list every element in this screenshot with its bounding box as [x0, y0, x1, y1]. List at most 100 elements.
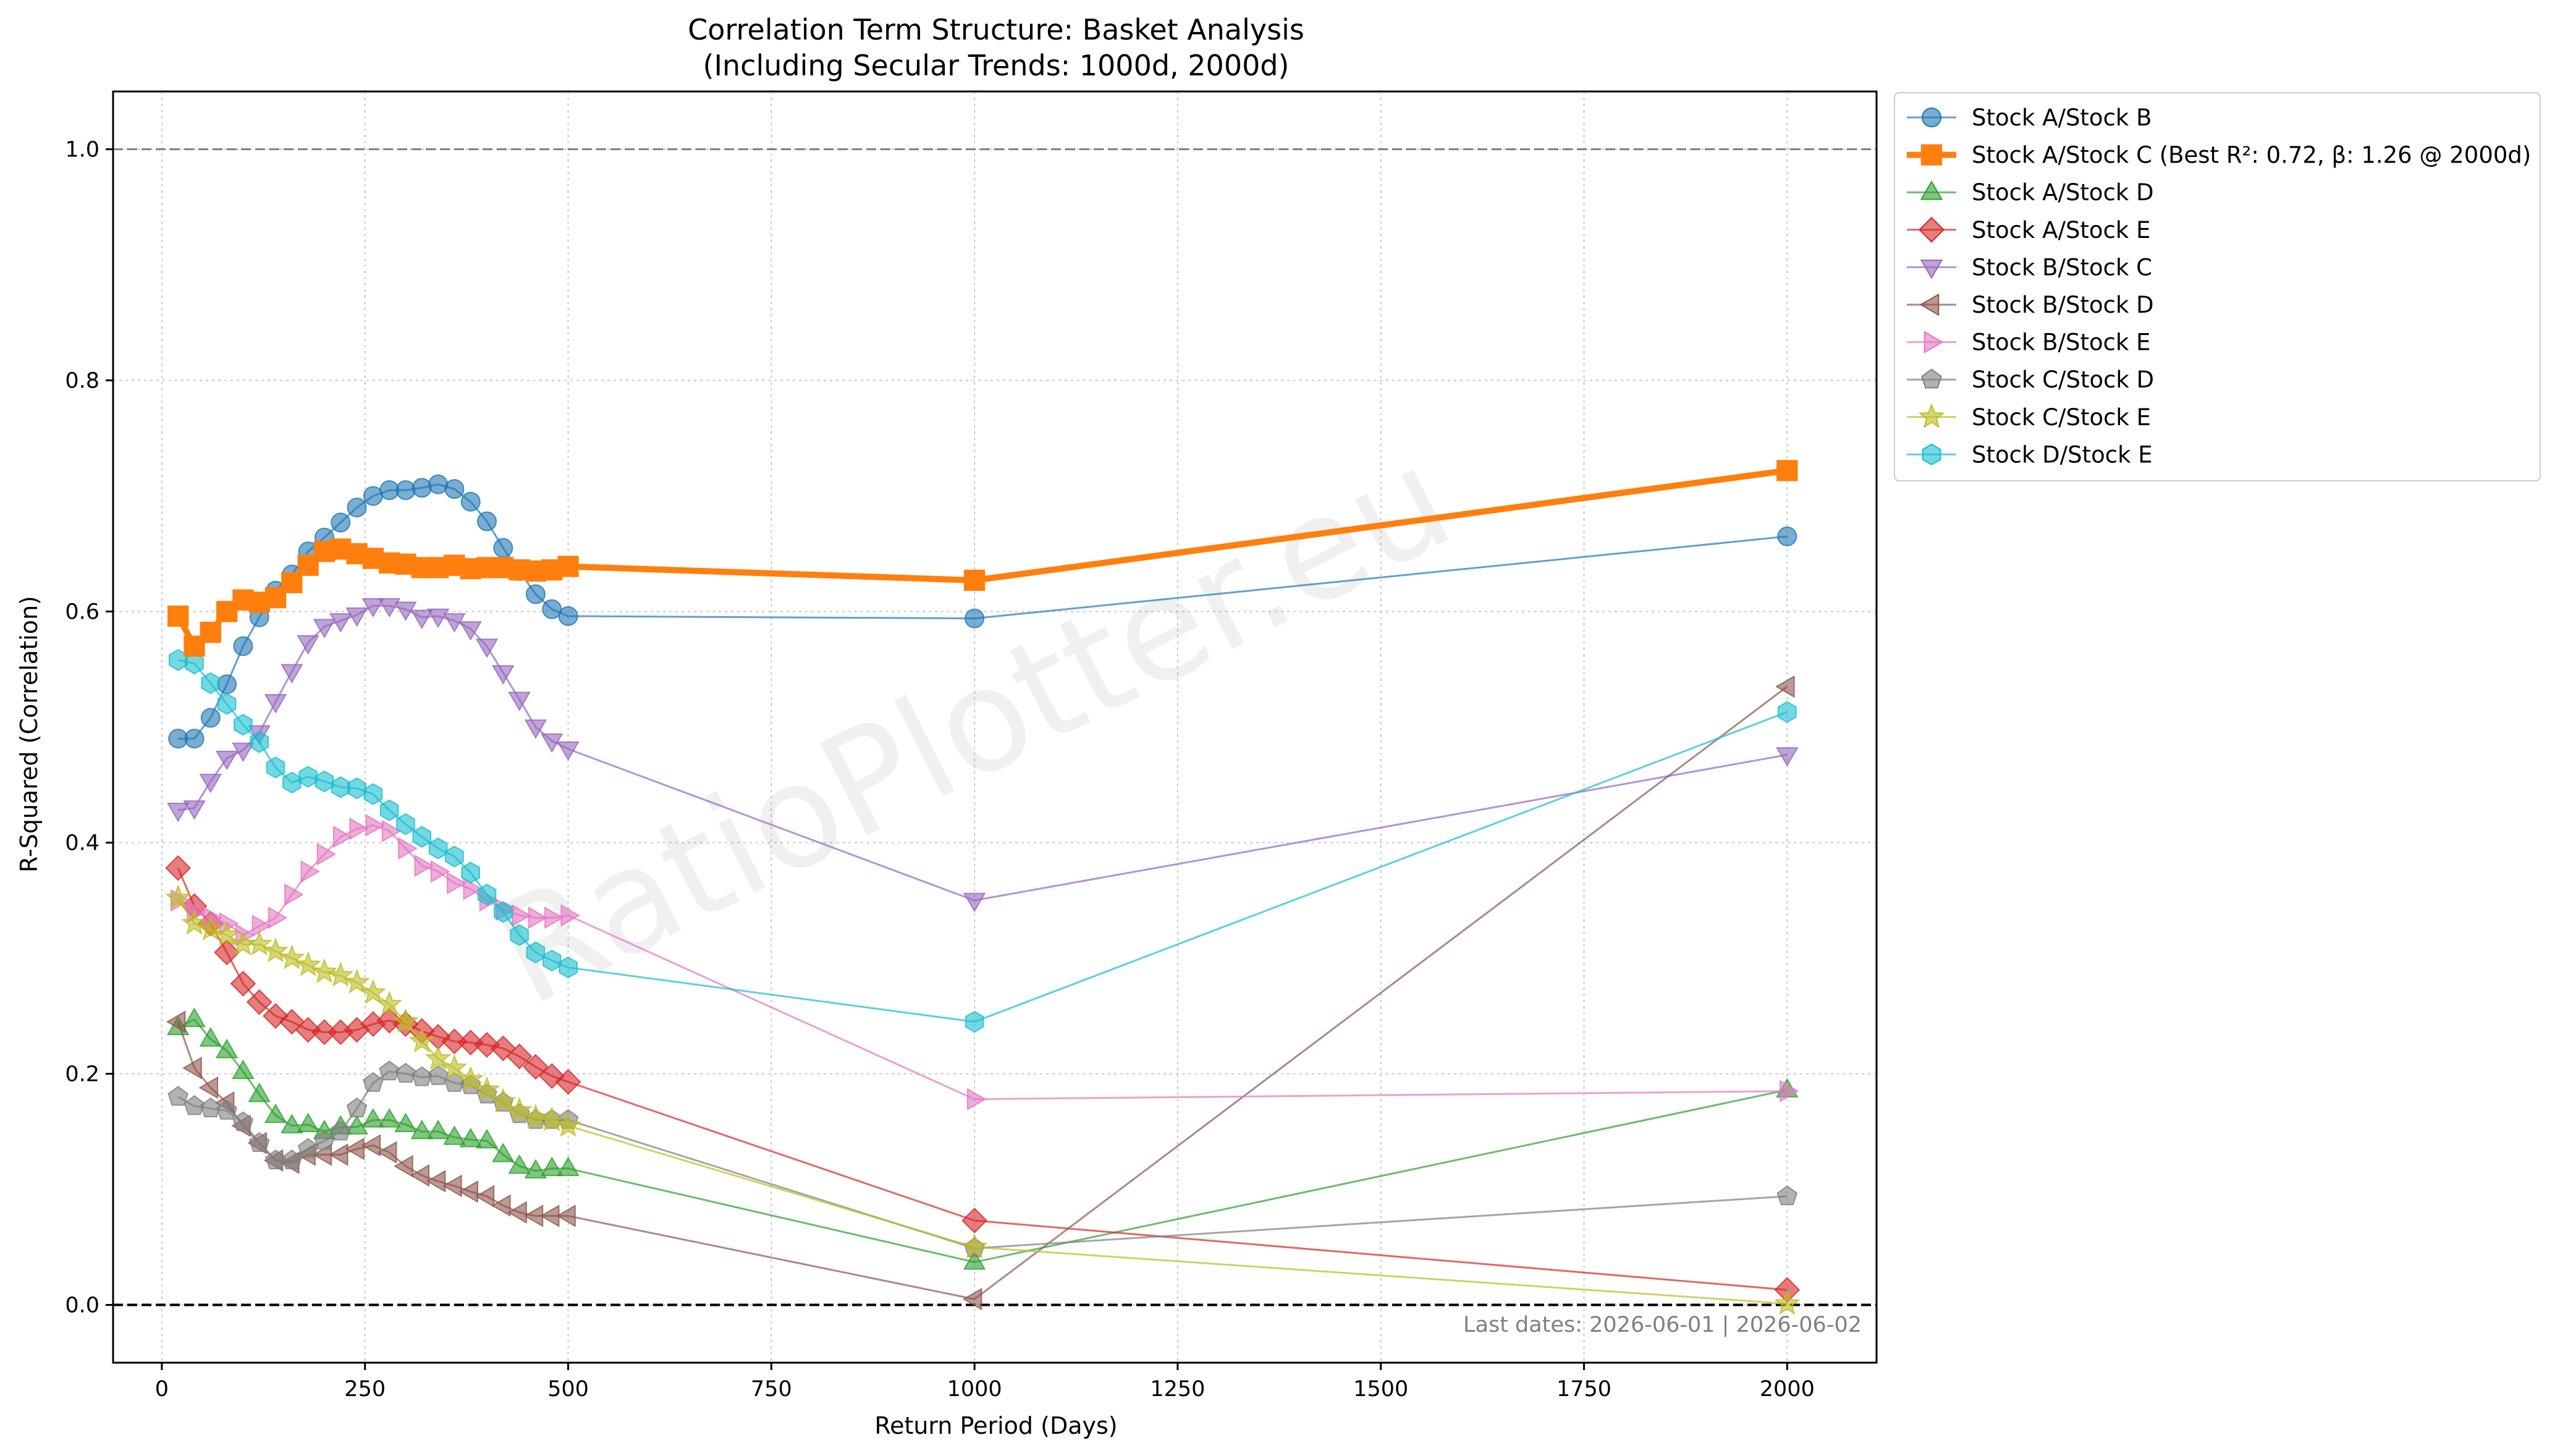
data-point — [963, 1250, 986, 1270]
data-point — [443, 613, 466, 633]
legend-marker — [1922, 443, 1941, 466]
data-point — [492, 1143, 515, 1162]
data-point — [167, 605, 189, 627]
data-point — [281, 1149, 303, 1170]
data-point — [459, 621, 482, 641]
data-point — [266, 756, 285, 779]
data-point — [560, 904, 580, 927]
y-tick-label: 0.4 — [65, 831, 99, 856]
legend-marker — [1921, 368, 1942, 389]
data-point — [315, 770, 334, 793]
data-point — [963, 569, 986, 591]
data-point — [457, 1030, 484, 1056]
data-point — [298, 766, 318, 788]
data-point — [246, 930, 272, 956]
legend: Stock A/Stock B Stock A/Stock C (Best R²:… — [1894, 92, 2541, 481]
data-point — [279, 944, 305, 970]
data-point — [282, 771, 302, 794]
series-7 — [170, 814, 1799, 1111]
data-point — [441, 1028, 468, 1055]
data-point — [185, 652, 204, 675]
data-point — [966, 1088, 987, 1111]
data-point — [555, 1112, 581, 1137]
data-point — [214, 939, 240, 966]
data-point — [428, 837, 448, 860]
legend-label: Stock B/Stock D — [1972, 292, 2154, 318]
x-tick-label: 1750 — [1556, 1377, 1611, 1402]
data-point — [297, 1112, 319, 1133]
legend-label: Stock A/Stock B — [1972, 104, 2152, 131]
data-point — [363, 783, 383, 805]
data-point — [522, 1104, 549, 1129]
data-point — [329, 613, 352, 633]
legend-label: Stock C/Stock D — [1972, 366, 2154, 393]
data-point — [331, 512, 351, 533]
data-point — [361, 598, 385, 618]
data-point — [475, 638, 499, 658]
data-point — [961, 1208, 988, 1234]
legend-marker — [1919, 216, 1945, 243]
data-point — [1778, 701, 1797, 723]
legend-marker — [1920, 144, 1943, 166]
data-point — [166, 802, 190, 823]
data-point — [232, 742, 255, 763]
data-point — [248, 1082, 271, 1103]
data-point — [394, 1154, 413, 1178]
data-point — [376, 990, 403, 1016]
data-point — [428, 1065, 449, 1085]
grid — [113, 91, 1877, 1363]
data-point — [381, 819, 402, 843]
legend-item: Stock D/Stock E — [1907, 441, 2153, 468]
data-point — [428, 474, 449, 494]
data-point — [398, 837, 418, 860]
data-point — [522, 1054, 549, 1080]
data-point — [331, 776, 350, 798]
data-point — [216, 1099, 237, 1120]
data-point — [1774, 1290, 1801, 1315]
legend-label: Stock B/Stock C — [1972, 254, 2152, 281]
data-point — [251, 914, 271, 938]
data-point — [961, 1233, 988, 1259]
data-point — [460, 491, 481, 512]
data-point — [248, 1132, 270, 1153]
data-point — [445, 845, 464, 868]
data-point — [506, 1043, 533, 1070]
data-point — [963, 892, 986, 913]
legend-marker — [1919, 293, 1940, 316]
data-point — [346, 1097, 368, 1117]
data-point — [414, 854, 434, 878]
data-point — [181, 910, 208, 935]
data-point — [426, 1119, 450, 1140]
data-point — [378, 1108, 401, 1128]
legend-box — [1894, 92, 2541, 481]
data-point — [215, 1038, 239, 1059]
data-point — [197, 915, 224, 941]
x-tick-label: 1500 — [1353, 1377, 1408, 1402]
data-point — [234, 714, 253, 736]
data-point — [424, 1044, 452, 1070]
legend-label: Stock C/Stock E — [1972, 404, 2151, 431]
data-point — [361, 1134, 381, 1157]
data-point — [528, 906, 548, 929]
data-point — [183, 800, 206, 820]
data-point — [264, 694, 287, 714]
data-point — [395, 1062, 416, 1083]
series-9 — [164, 884, 1801, 1315]
data-point — [426, 608, 450, 629]
series-10 — [168, 649, 1797, 1033]
data-point — [477, 883, 497, 906]
x-tick-label: 2000 — [1760, 1377, 1815, 1402]
data-point — [396, 813, 415, 836]
data-point — [330, 1120, 352, 1141]
data-point — [394, 601, 417, 622]
data-point — [557, 556, 579, 577]
y-tick-label: 0.0 — [65, 1293, 99, 1318]
data-point — [344, 968, 370, 994]
data-point — [246, 989, 272, 1015]
data-point — [1775, 675, 1795, 698]
data-point — [281, 572, 303, 593]
data-point — [281, 1114, 303, 1133]
data-point — [538, 1106, 565, 1132]
data-point — [297, 1138, 319, 1158]
y-axis-label: R-Squared (Correlation) — [15, 596, 43, 873]
